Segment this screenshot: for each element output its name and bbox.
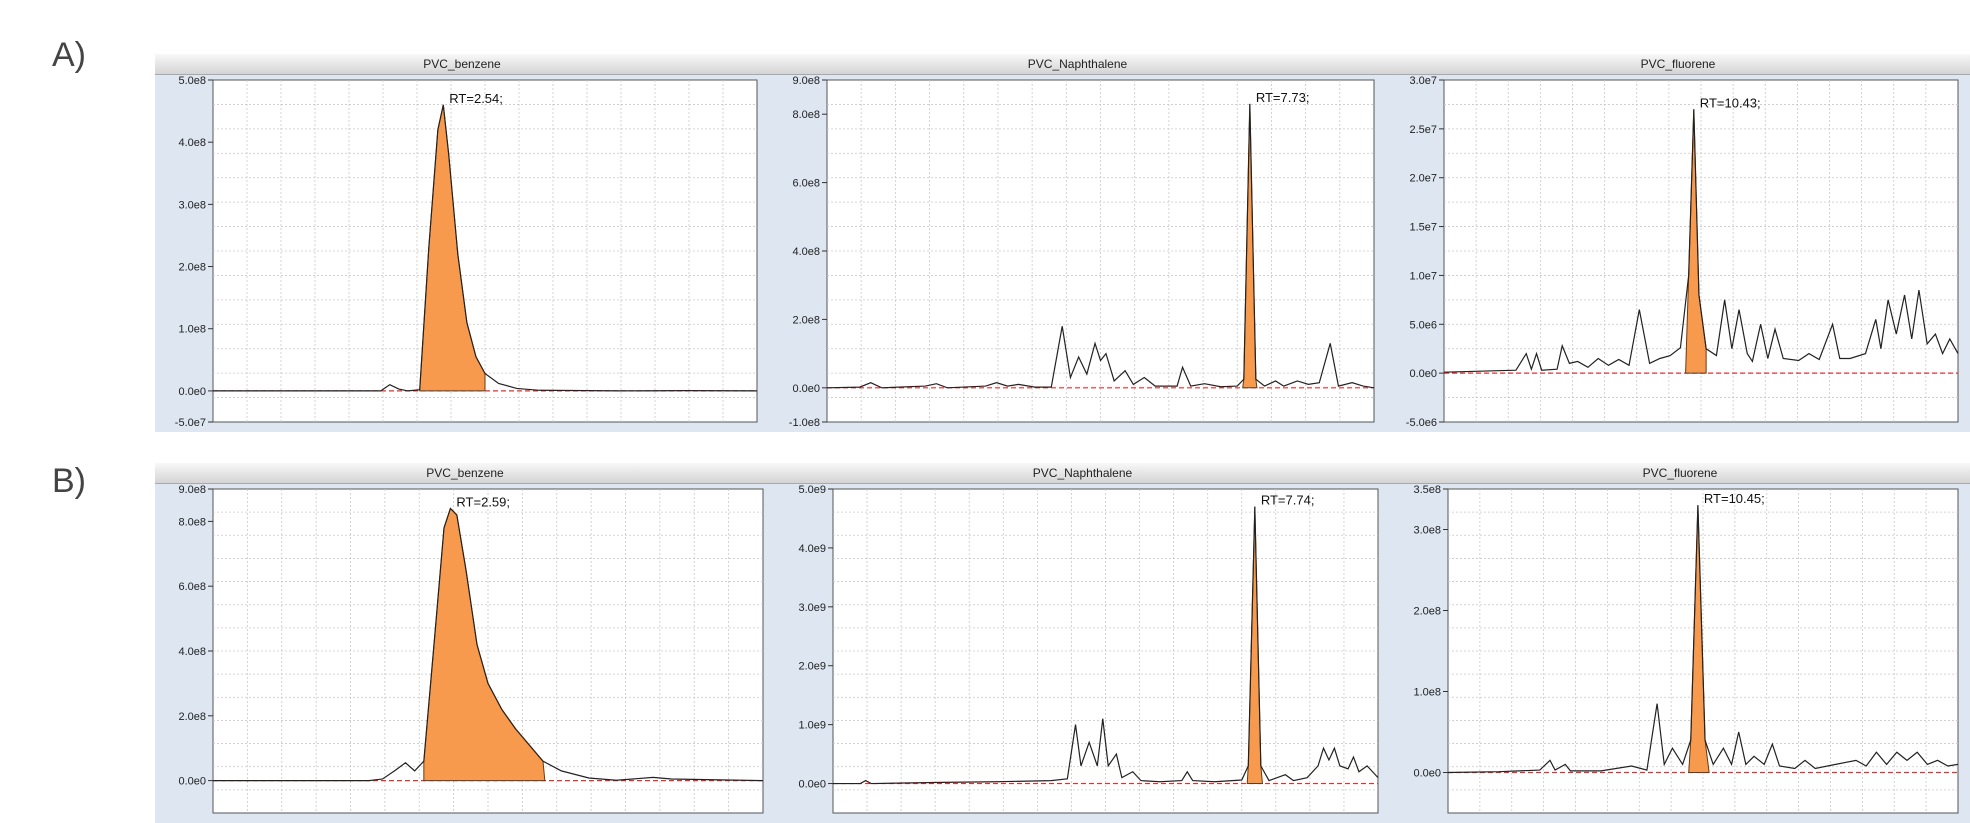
y-tick-label: 5.0e6 [1409,319,1437,331]
y-tick-label: 3.0e8 [1413,525,1441,537]
panel-title: PVC_benzene [155,463,775,484]
chromatogram-trace [1443,109,1959,373]
y-tick-label: 4.0e8 [792,246,820,258]
rt-annotation: RT=2.54; [449,91,503,106]
y-tick-label: 8.0e8 [792,109,820,121]
chromatogram-trace [826,103,1375,389]
rt-annotation: RT=2.59; [456,494,510,509]
chromatogram-plot: 3.0e7 2.5e7 2.0e7 1.5e7 1.0e7 5.0e6 0.0e0 -5.0e… [1406,75,1959,429]
figure-label-a: A) [52,36,86,74]
y-tick-label: 2.0e9 [798,661,826,673]
y-tick-label: 8.0e8 [178,516,206,528]
chromatogram-plot: 9.0e8 8.0e8 6.0e8 4.0e8 2.0e8 0.0e0 RT=2.59; [178,484,764,814]
chart-panel-a1: PVC_benzene 5.0e8 4.0e8 3.0e8 2.0e8 1.0e8 0.0… [155,54,769,432]
y-tick-label: 2.0e7 [1409,173,1437,185]
y-tick-label: 6.0e8 [178,581,206,593]
chromatogram-plot: 5.0e9 4.0e9 3.0e9 2.0e9 1.0e9 0.0e0 RT=7.74; [798,484,1379,814]
chromatogram-plot: 3.5e8 3.0e8 2.0e8 1.0e8 0.0e0 RT=10.45; [1413,484,1959,814]
y-tick-label: 4.0e8 [178,646,206,658]
chromatogram-trace [213,104,758,392]
y-tick-label: -1.0e8 [789,417,820,429]
y-tick-label: 3.0e7 [1409,75,1437,87]
y-tick-label: 1.5e7 [1409,222,1437,234]
panel-title: PVC_Naphthalene [769,54,1386,75]
chart-panel-b3: PVC_fluorene 3.5e8 3.0e8 2.0e8 1.0e8 0.0e0 RT… [1390,463,1970,823]
y-tick-label: 0.0e0 [1413,768,1441,780]
y-tick-label: 0.0e0 [792,383,820,395]
chart-panel-b2: PVC_Naphthalene 5.0e9 4.0e9 3.0e9 2.0e9 1.0e… [775,463,1390,823]
y-tick-label: -5.0e6 [1406,417,1437,429]
y-tick-label: 5.0e9 [798,484,826,496]
y-tick-label: 0.0e0 [178,386,206,398]
y-tick-label: 4.0e8 [178,137,206,149]
chromatogram-plot: 9.0e8 8.0e8 6.0e8 4.0e8 2.0e8 0.0e0 -1.0e8 RT=7… [789,75,1375,429]
y-tick-label: 4.0e9 [798,543,826,555]
y-tick-label: 2.0e8 [178,711,206,723]
y-tick-label: 9.0e8 [178,484,206,496]
chromatogram-plot: 5.0e8 4.0e8 3.0e8 2.0e8 1.0e8 0.0e0 -5.0e7 RT=2… [175,75,758,429]
chart-panel-a2: PVC_Naphthalene 9.0e8 8.0e8 6.0e8 4.0e8 2.0e… [769,54,1386,432]
y-tick-label: -5.0e7 [175,417,206,429]
y-tick-label: 1.0e9 [798,720,826,732]
y-tick-label: 0.0e0 [798,779,826,791]
y-tick-label: 0.0e0 [178,776,206,788]
y-tick-label: 3.0e9 [798,602,826,614]
panel-title: PVC_Naphthalene [775,463,1390,484]
y-tick-label: 2.5e7 [1409,124,1437,136]
chromatogram-trace [833,506,1379,785]
y-tick-label: 2.0e8 [792,314,820,326]
rt-annotation: RT=7.73; [1256,90,1310,105]
y-tick-label: 5.0e8 [178,75,206,87]
y-tick-label: 1.0e8 [1413,687,1441,699]
y-tick-label: 9.0e8 [792,75,820,87]
y-tick-label: 3.0e8 [178,199,206,211]
rt-annotation: RT=10.45; [1704,491,1765,506]
panel-title: PVC_fluorene [1390,463,1970,484]
panel-title: PVC_fluorene [1386,54,1970,75]
rt-annotation: RT=10.43; [1700,95,1761,110]
y-tick-label: 1.0e7 [1409,270,1437,282]
y-tick-label: 2.0e8 [178,262,206,274]
y-tick-label: 1.0e8 [178,324,206,336]
figure-label-b: B) [52,462,86,500]
rt-annotation: RT=7.74; [1261,493,1315,508]
chromatogram-trace [1447,505,1959,774]
y-tick-label: 2.0e8 [1413,606,1441,618]
chart-panel-b1: PVC_benzene 9.0e8 8.0e8 6.0e8 4.0e8 2.0e8 0.0… [155,463,775,823]
chart-panel-a3: PVC_fluorene 3.0e7 2.5e7 2.0e7 1.5e7 1.0e7 5.… [1386,54,1970,432]
y-tick-label: 0.0e0 [1409,368,1437,380]
panel-title: PVC_benzene [155,54,769,75]
y-tick-label: 6.0e8 [792,178,820,190]
chromatogram-trace [213,507,764,782]
y-tick-label: 3.5e8 [1413,484,1441,496]
